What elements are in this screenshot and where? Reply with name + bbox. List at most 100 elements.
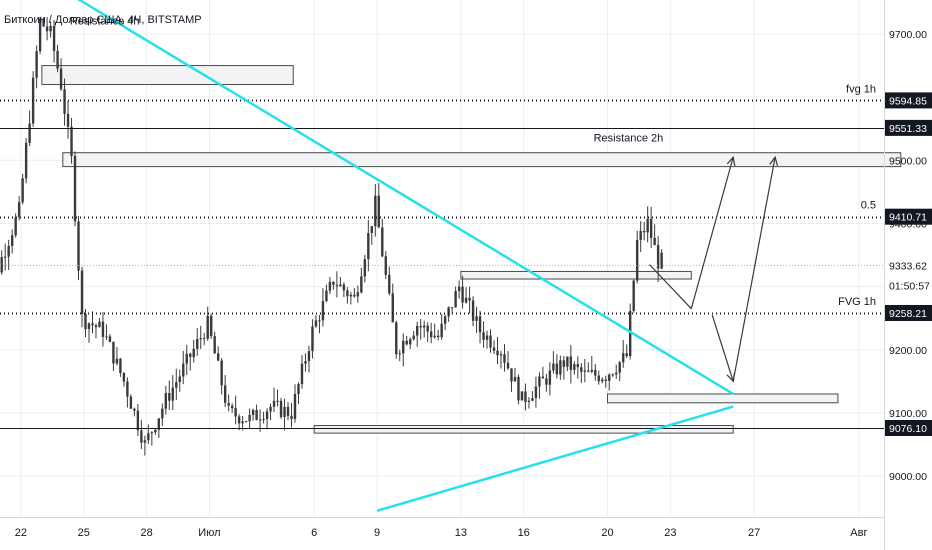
candle-body (49, 25, 52, 32)
candle-body (360, 276, 363, 293)
y-tick-label: 9700.00 (889, 29, 927, 41)
candle-body (293, 394, 297, 419)
candle-body (220, 360, 223, 386)
candle-body (349, 294, 353, 297)
candle-body (42, 18, 45, 27)
candle-body (569, 356, 573, 370)
candles (0, 16, 663, 456)
price-badge-label: 9551.33 (889, 123, 927, 135)
zone-box (41, 65, 294, 86)
candle-body (143, 440, 147, 443)
candle-body (381, 227, 384, 257)
candle-body (213, 336, 216, 354)
trendline[interactable] (376, 405, 734, 512)
last-price-badge (885, 257, 932, 274)
candle-body (541, 376, 545, 379)
y-axis-ticks: 9000.009100.009200.009300.009400.009500.… (889, 29, 927, 483)
candle-body (457, 286, 461, 292)
candle-body (265, 411, 269, 420)
candle-body (374, 195, 377, 227)
candle-body (429, 331, 433, 338)
annotation-label: FVG 1h (838, 296, 876, 308)
candle-body (59, 68, 63, 90)
annotation-label: Resistance 4h (70, 16, 140, 28)
candle-body (66, 113, 70, 127)
candle-body (161, 408, 164, 419)
candle-body (496, 350, 499, 356)
price-badge (885, 119, 932, 136)
candle-body (52, 25, 56, 51)
x-tick-label: 16 (518, 527, 530, 539)
candle-body (531, 398, 534, 401)
candle-body (566, 356, 569, 367)
candle-body (318, 320, 321, 322)
candle-body (370, 226, 374, 234)
x-tick-label: 28 (140, 527, 152, 539)
y-tick-label: 9100.00 (889, 408, 927, 420)
candle-body (587, 370, 590, 372)
candle-body (412, 335, 415, 340)
candle-body (290, 415, 293, 419)
candle-body (475, 316, 478, 321)
candle-body (3, 256, 7, 258)
y-tick-label: 9200.00 (889, 345, 927, 357)
y-tick-label: 9000.00 (889, 471, 927, 483)
candle-body (346, 290, 349, 297)
price-badge (885, 419, 932, 436)
candle-body (601, 379, 604, 382)
candle-body (573, 364, 576, 370)
candle-body (499, 354, 503, 356)
candle-body (450, 307, 454, 309)
projection-segment[interactable] (690, 156, 734, 309)
candle-body (56, 50, 59, 69)
candle-body (632, 280, 635, 311)
trendline[interactable] (42, 0, 734, 396)
candle-body (28, 123, 31, 143)
candle-body (279, 400, 283, 418)
candle-body (216, 353, 220, 361)
candle-body (440, 323, 443, 338)
candle-body (101, 321, 105, 337)
candle-body (342, 284, 346, 291)
candle-body (31, 77, 35, 124)
last-price-label: 9333.62 (889, 260, 927, 272)
candle-body (478, 316, 482, 333)
projection-path[interactable] (648, 155, 779, 383)
candle-body (115, 358, 119, 364)
candle-body (615, 372, 618, 375)
x-tick-label: 23 (664, 527, 676, 539)
candle-body (199, 338, 202, 340)
trendlines[interactable] (42, 0, 734, 512)
projection-segment[interactable] (648, 264, 692, 310)
projection-segment[interactable] (732, 157, 776, 382)
candle-body (283, 406, 286, 418)
candle-body (189, 353, 192, 358)
price-badges: 9594.85 9551.33 9410.71 9333.62 01:50:57 9258… (885, 92, 932, 436)
candle-body (562, 360, 566, 367)
candle-body (108, 336, 112, 342)
candle-body (503, 354, 506, 363)
candle-body (276, 400, 279, 402)
candle-body (653, 237, 656, 246)
candle-body (258, 419, 262, 421)
candle-body (164, 393, 168, 409)
candle-body (272, 400, 276, 407)
candle-body (157, 418, 161, 430)
annotations: Resistance 4h fvg 1h Resistance 2h 0.5 FVG 1… (70, 16, 876, 308)
candle-body (335, 284, 339, 287)
annotation-label: Resistance 2h (594, 132, 664, 144)
projection-segment[interactable] (711, 314, 734, 382)
candle-body (422, 325, 426, 328)
price-badge (885, 208, 932, 225)
candle-body (489, 335, 492, 348)
candle-body (98, 321, 101, 328)
candle-body (38, 18, 42, 52)
candle-body (119, 358, 122, 374)
candle-body (608, 374, 611, 381)
candle-body (649, 218, 653, 238)
candle-body (367, 233, 370, 260)
candle-body (482, 332, 485, 340)
candle-body (628, 310, 632, 357)
candle-body (209, 315, 213, 337)
